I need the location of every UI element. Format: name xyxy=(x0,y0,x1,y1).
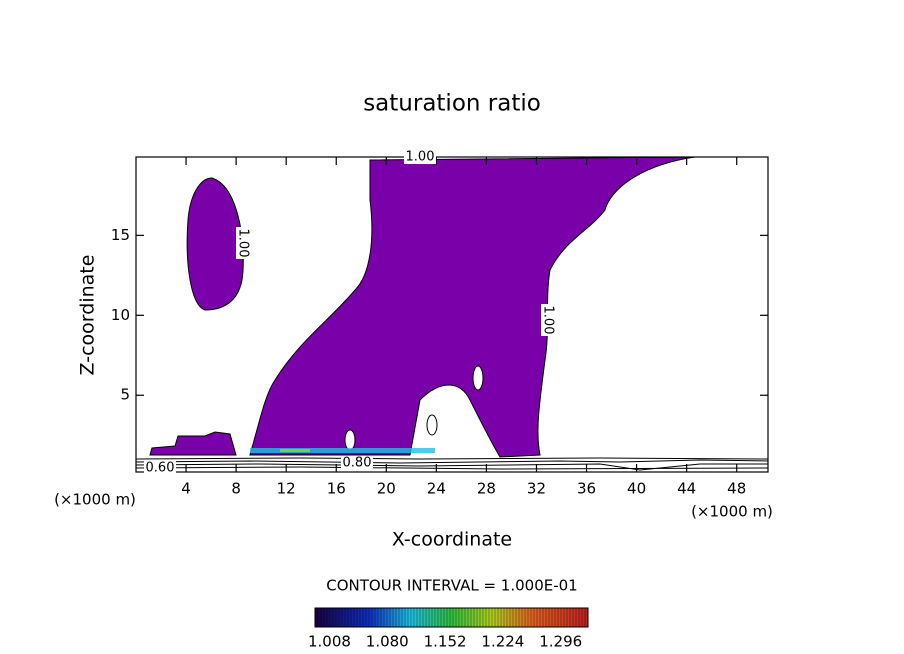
x-tick-label: 24 xyxy=(427,480,446,498)
contour-label: 1.00 xyxy=(406,150,435,165)
y-unit: (×1000 m) xyxy=(54,491,136,509)
contour-lines xyxy=(135,457,769,471)
x-tick-label: 28 xyxy=(477,480,496,498)
colorbar-tick-label: 1.296 xyxy=(539,633,582,651)
contour-high xyxy=(250,448,435,453)
contour-hole xyxy=(344,429,356,451)
colorbar-tick-label: 1.080 xyxy=(366,633,409,651)
contour-label: 0.60 xyxy=(146,461,175,476)
x-tick-label: 16 xyxy=(327,480,346,498)
contour-label-bg xyxy=(236,227,250,259)
y-tick-label: 15 xyxy=(111,226,130,244)
y-tick-label: 10 xyxy=(111,306,130,324)
x-tick-label: 8 xyxy=(231,480,241,498)
contour-region xyxy=(149,431,237,456)
y-tick-label: 5 xyxy=(120,386,130,404)
colorbar xyxy=(314,607,589,628)
contour-label-bg xyxy=(144,461,176,475)
contour-region xyxy=(186,177,244,311)
chart-title: saturation ratio xyxy=(363,91,541,117)
x-tick-label: 44 xyxy=(677,480,696,498)
x-tick-label: 36 xyxy=(577,480,596,498)
contour-label-bg xyxy=(404,150,436,164)
contour-label: 0.80 xyxy=(343,456,372,471)
x-tick-label: 48 xyxy=(727,480,746,498)
contour-label-bg xyxy=(341,456,373,470)
x-tick-label: 32 xyxy=(527,480,546,498)
x-tick-label: 4 xyxy=(181,480,191,498)
colorbar-tick-label: 1.008 xyxy=(308,633,351,651)
contour-label: 1.00 xyxy=(236,229,251,258)
colorbar-tick-label: 1.224 xyxy=(481,633,524,651)
contour-region xyxy=(249,156,696,458)
x-axis-label: X-coordinate xyxy=(392,529,512,551)
x-tick-label: 20 xyxy=(377,480,396,498)
contour-label: 1.00 xyxy=(541,306,556,335)
y-axis-label: Z-coordinate xyxy=(77,255,99,376)
x-tick-label: 12 xyxy=(277,480,296,498)
contour-interval: CONTOUR INTERVAL = 1.000E-01 xyxy=(326,577,577,595)
contour-high xyxy=(280,449,310,452)
plot-frame xyxy=(135,156,769,473)
contour-hole xyxy=(472,365,484,391)
contour-hole xyxy=(426,414,438,436)
contour-fills xyxy=(149,156,696,458)
x-tick-label: 40 xyxy=(627,480,646,498)
x-unit: (×1000 m) xyxy=(691,503,773,521)
contour-label-bg xyxy=(541,304,555,336)
colorbar-tick-label: 1.152 xyxy=(424,633,467,651)
